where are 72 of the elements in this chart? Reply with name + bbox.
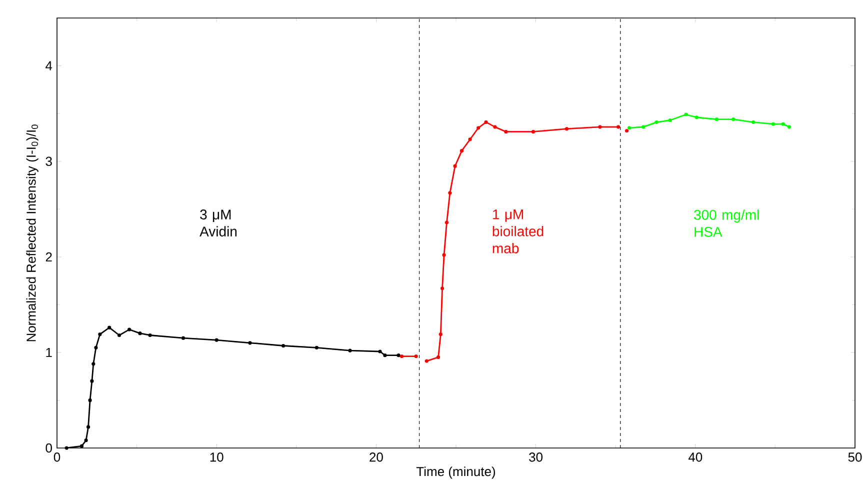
point xyxy=(531,130,536,134)
point xyxy=(598,125,602,129)
point xyxy=(64,446,68,450)
annotation: 3 μM Avidin xyxy=(200,210,237,236)
point xyxy=(771,122,776,126)
point xyxy=(80,444,84,448)
point xyxy=(84,438,88,442)
y-axis-title: Normalized Reflected Intensity (I-I$_{0}$)/I$_{0}$ xyxy=(26,124,38,342)
point xyxy=(148,333,152,338)
point xyxy=(248,341,252,345)
point xyxy=(616,125,620,129)
point xyxy=(684,112,688,116)
point xyxy=(460,149,464,153)
point xyxy=(642,125,646,129)
point xyxy=(86,425,90,429)
point xyxy=(694,116,698,120)
point xyxy=(117,333,122,338)
point xyxy=(476,126,480,130)
point xyxy=(732,117,736,122)
point xyxy=(424,359,428,363)
point xyxy=(668,118,672,122)
y-tick-label: 4 xyxy=(46,61,52,70)
point xyxy=(414,354,418,358)
point xyxy=(787,125,792,129)
y-tick-label: 1 xyxy=(46,348,52,357)
y-tick-label: 0 xyxy=(46,443,52,453)
point xyxy=(314,346,318,350)
point xyxy=(436,355,440,360)
point xyxy=(628,126,632,130)
point xyxy=(378,350,382,354)
annotation: 1 μM bioilated mab xyxy=(492,210,544,254)
point xyxy=(181,336,186,340)
point xyxy=(396,354,400,358)
point xyxy=(127,328,132,332)
point xyxy=(92,362,96,366)
point xyxy=(442,253,446,257)
point xyxy=(444,220,449,224)
point xyxy=(468,138,472,142)
point xyxy=(453,164,457,168)
point xyxy=(484,120,488,124)
x-tick-label: 40 xyxy=(688,452,702,462)
point xyxy=(504,130,508,134)
x-tick-label: 0 xyxy=(54,452,60,462)
x-tick-label: 50 xyxy=(848,452,862,462)
point xyxy=(654,120,658,124)
point xyxy=(214,338,218,342)
point xyxy=(752,120,756,124)
point xyxy=(94,346,98,350)
x-tick-label: 30 xyxy=(529,452,543,462)
point xyxy=(98,332,102,336)
point xyxy=(90,379,94,383)
annotation: 300 mg/ml HSA xyxy=(694,210,759,237)
point xyxy=(400,354,404,358)
point xyxy=(624,128,629,133)
point xyxy=(108,326,112,330)
x-tick-label: 20 xyxy=(370,452,383,462)
y-tick-label: 2 xyxy=(46,252,52,262)
point xyxy=(448,191,452,195)
x-axis-title: Time (minute) xyxy=(416,466,496,479)
y-tick-label: 3 xyxy=(46,156,52,166)
point xyxy=(493,125,497,129)
point xyxy=(348,348,352,352)
point xyxy=(438,332,442,336)
point xyxy=(440,286,444,290)
point xyxy=(138,332,142,336)
point xyxy=(564,127,569,131)
x-tick-label: 10 xyxy=(210,452,224,462)
point xyxy=(282,344,286,348)
point xyxy=(714,117,718,122)
point xyxy=(383,354,387,358)
point xyxy=(781,122,785,126)
point xyxy=(88,398,92,402)
